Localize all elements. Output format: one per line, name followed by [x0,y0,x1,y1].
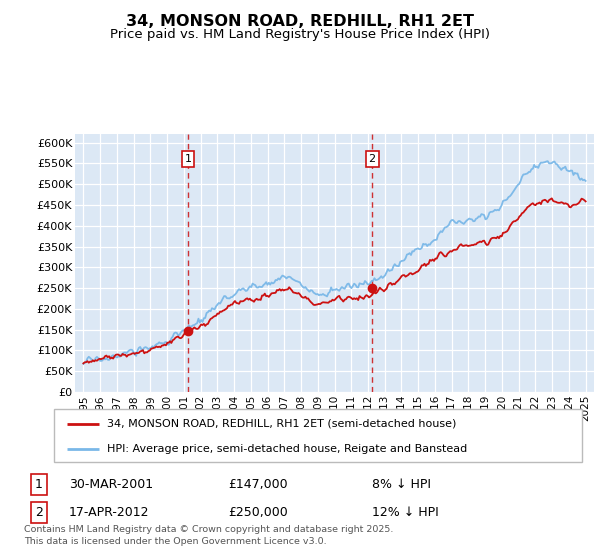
Text: Contains HM Land Registry data © Crown copyright and database right 2025.
This d: Contains HM Land Registry data © Crown c… [24,525,394,546]
Text: £147,000: £147,000 [228,478,287,491]
Text: 34, MONSON ROAD, REDHILL, RH1 2ET: 34, MONSON ROAD, REDHILL, RH1 2ET [126,14,474,29]
Text: 8% ↓ HPI: 8% ↓ HPI [372,478,431,491]
FancyBboxPatch shape [54,409,582,462]
Text: 34, MONSON ROAD, REDHILL, RH1 2ET (semi-detached house): 34, MONSON ROAD, REDHILL, RH1 2ET (semi-… [107,419,456,429]
Text: Price paid vs. HM Land Registry's House Price Index (HPI): Price paid vs. HM Land Registry's House … [110,28,490,41]
Text: 2: 2 [35,506,43,519]
Text: 2: 2 [368,154,376,164]
Text: 12% ↓ HPI: 12% ↓ HPI [372,506,439,519]
Text: HPI: Average price, semi-detached house, Reigate and Banstead: HPI: Average price, semi-detached house,… [107,444,467,454]
Text: 1: 1 [185,154,191,164]
Text: 17-APR-2012: 17-APR-2012 [69,506,149,519]
Text: 30-MAR-2001: 30-MAR-2001 [69,478,153,491]
Text: £250,000: £250,000 [228,506,288,519]
Text: 1: 1 [35,478,43,491]
